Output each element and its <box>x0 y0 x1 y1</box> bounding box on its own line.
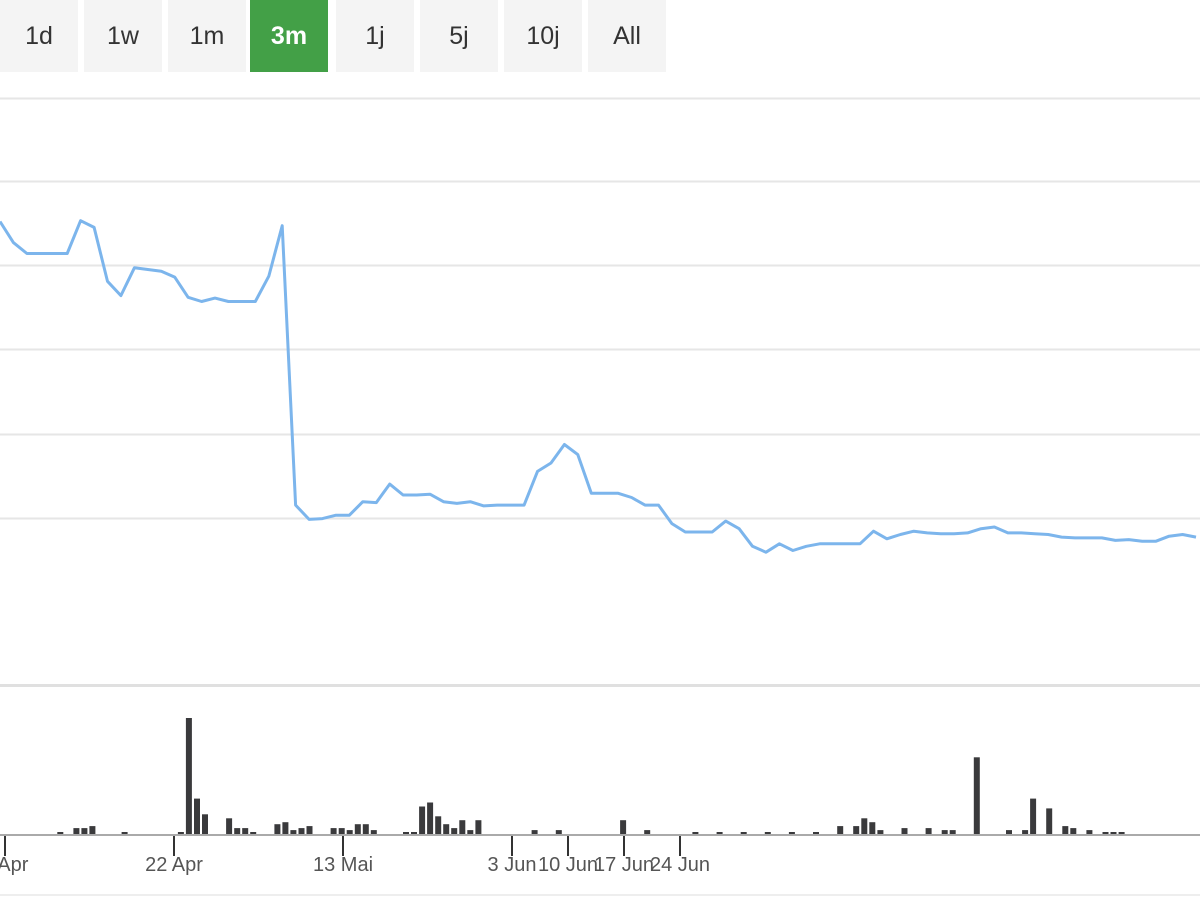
volume-bar <box>298 828 305 834</box>
range-button-5j[interactable]: 5j <box>420 0 498 72</box>
volume-bar <box>740 832 747 834</box>
volume-bar <box>644 830 651 834</box>
volume-bar <box>788 832 795 834</box>
volume-bar <box>837 826 844 834</box>
volume-bar <box>194 798 200 834</box>
volume-bar <box>949 830 956 834</box>
volume-bar <box>973 757 980 834</box>
volume-bar <box>1022 830 1029 834</box>
x-tick-label: 22 Apr <box>145 854 203 876</box>
volume-bar <box>242 828 249 834</box>
volume-bar <box>81 828 88 834</box>
volume-bar <box>427 802 434 834</box>
volume-bar <box>1086 830 1093 834</box>
volume-bar <box>346 830 353 834</box>
x-tick-label: 3 Jun <box>488 854 537 876</box>
range-button-all[interactable]: All <box>588 0 666 72</box>
volume-bar <box>411 832 417 834</box>
range-button-1w[interactable]: 1w <box>84 0 162 72</box>
volume-bar <box>1046 808 1053 834</box>
volume-bar <box>202 814 208 834</box>
volume-bar <box>89 826 96 834</box>
volume-bar <box>901 828 908 834</box>
volume-bar <box>354 824 361 834</box>
volume-bar <box>290 830 297 834</box>
volume-bar <box>813 832 819 834</box>
x-tick-label: 10 Jun <box>538 854 598 876</box>
volume-bar <box>443 824 450 834</box>
volume-bar <box>853 826 860 834</box>
volume-bar <box>370 830 377 834</box>
gridlines <box>0 97 1200 687</box>
volume-bar <box>73 828 80 834</box>
x-tick-label: 24 Jun <box>650 854 710 876</box>
range-button-1m[interactable]: 1m <box>168 0 246 72</box>
volume-bar <box>451 828 458 834</box>
volume-bar <box>177 832 184 834</box>
volume-bars <box>57 718 1125 834</box>
range-button-1j[interactable]: 1j <box>336 0 414 72</box>
range-button-3m[interactable]: 3m <box>250 0 328 72</box>
volume-bar <box>1070 828 1077 834</box>
volume-bar <box>330 828 337 834</box>
volume-bar <box>57 832 64 834</box>
volume-bar <box>692 832 699 834</box>
volume-bar <box>620 820 627 834</box>
volume-bar <box>467 830 474 834</box>
volume-bar <box>226 818 233 834</box>
volume-bar <box>121 832 128 834</box>
volume-bar <box>764 832 771 834</box>
volume-bar <box>403 832 409 834</box>
volume-bar <box>925 828 932 834</box>
price-line-series <box>0 219 1197 554</box>
x-tick-label: 17 Jun <box>594 854 654 876</box>
volume-bar <box>274 824 281 834</box>
volume-bar <box>362 824 369 834</box>
x-tick-label: 1 Apr <box>0 854 29 876</box>
volume-bar <box>1118 832 1125 834</box>
volume-bar <box>282 822 289 834</box>
volume-bar <box>234 828 241 834</box>
volume-bar <box>250 832 257 834</box>
range-button-10j[interactable]: 10j <box>504 0 582 72</box>
volume-bar <box>475 820 482 834</box>
volume-bar <box>459 820 466 834</box>
volume-bar <box>1030 798 1037 834</box>
volume-bar <box>555 830 562 834</box>
volume-bar <box>941 830 948 834</box>
volume-bar <box>1110 832 1117 834</box>
range-button-1d[interactable]: 1d <box>0 0 78 72</box>
volume-bar <box>419 806 426 834</box>
volume-bar <box>1062 826 1069 834</box>
volume-bar <box>861 818 868 834</box>
x-tick-label: 13 Mai <box>313 854 373 876</box>
price-line <box>0 219 1197 554</box>
volume-bar <box>869 822 876 834</box>
volume-bar <box>306 826 313 834</box>
volume-bar <box>716 832 723 834</box>
volume-bar <box>185 718 192 834</box>
volume-bar <box>1102 832 1109 834</box>
volume-bar <box>531 830 538 834</box>
volume-bar <box>338 828 345 834</box>
volume-bar <box>435 816 442 834</box>
volume-bar <box>877 830 884 834</box>
volume-bar <box>1006 830 1012 834</box>
